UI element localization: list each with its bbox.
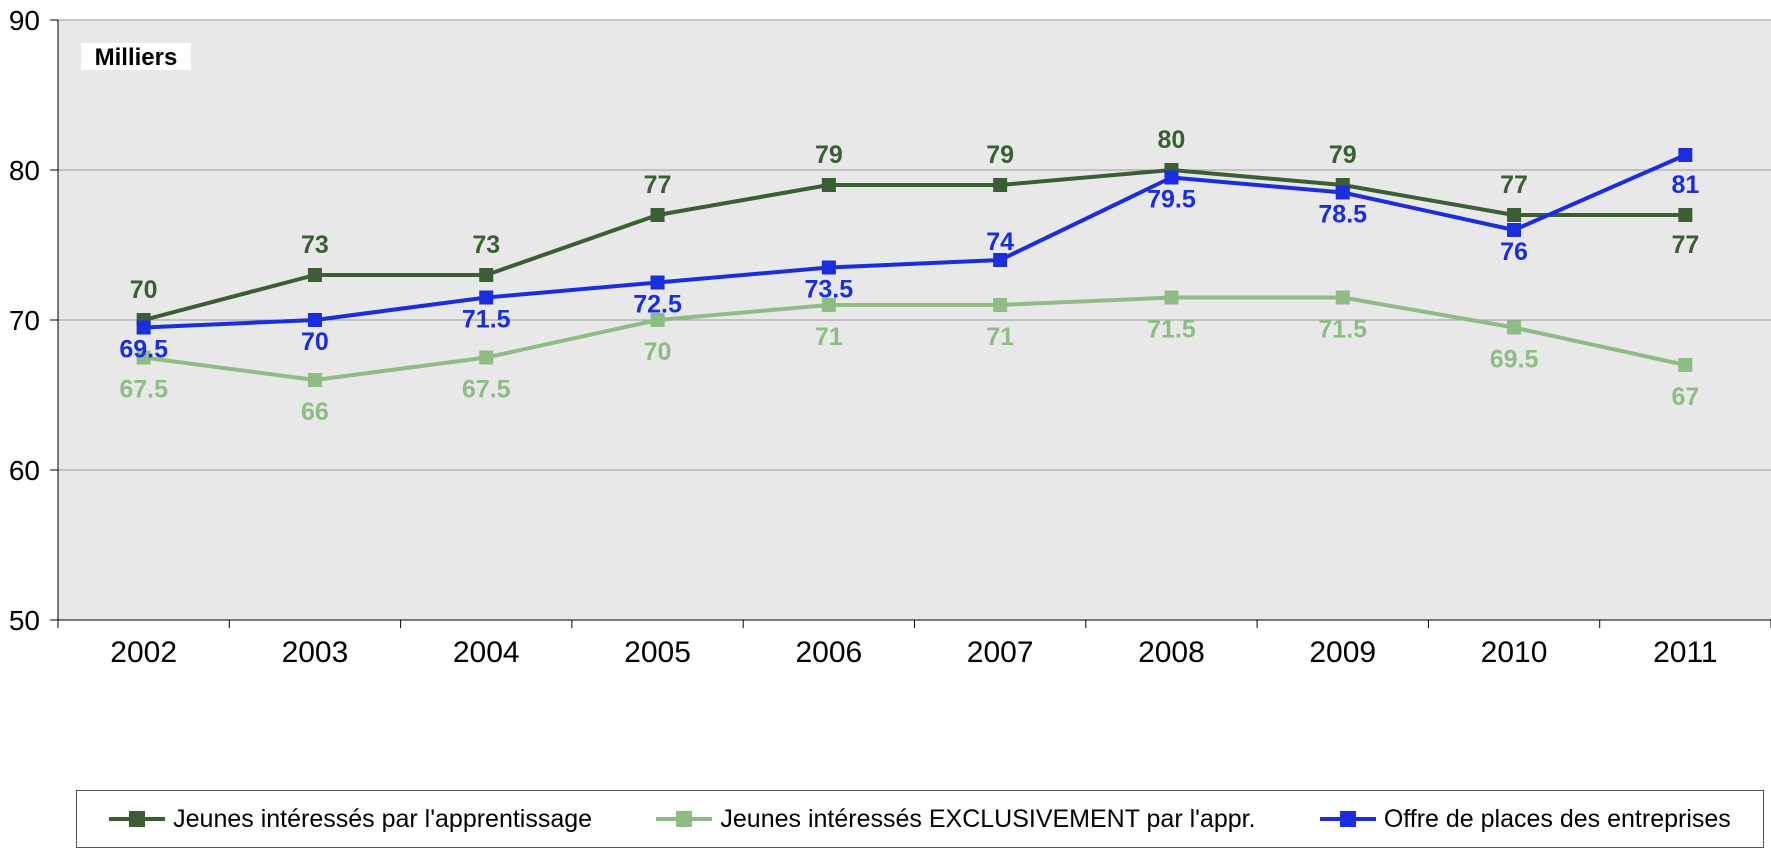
data-label: 79 [986, 141, 1014, 169]
units-label-box: Milliers [81, 43, 191, 71]
y-axis-ticks: 50 60 70 80 90 [9, 5, 58, 636]
data-label: 71 [815, 323, 843, 351]
y-tick-label: 60 [9, 455, 40, 486]
units-label: Milliers [95, 44, 178, 71]
data-point [993, 253, 1008, 267]
data-point [1335, 185, 1350, 200]
data-label: 67 [1671, 383, 1699, 411]
legend-label: Jeunes intéressés par l'apprentissage [173, 804, 593, 833]
legend-swatch-icon [1319, 809, 1376, 829]
y-tick-label: 80 [9, 155, 40, 186]
data-label: 67.5 [462, 376, 511, 404]
data-point [1335, 290, 1350, 305]
x-tick-label: 2006 [795, 636, 862, 669]
data-point [1164, 290, 1179, 305]
x-tick-label: 2011 [1653, 636, 1718, 669]
series-markers [136, 148, 1693, 387]
legend-label: Jeunes intéressés EXCLUSIVEMENT par l'ap… [720, 804, 1256, 833]
data-point [479, 290, 494, 305]
data-label: 74 [986, 228, 1014, 256]
x-tick-label: 2003 [282, 636, 349, 669]
data-label: 76 [1500, 238, 1528, 266]
data-label: 73 [472, 231, 500, 259]
x-axis-ticks: 2002 2003 2004 2005 2006 2007 2008 2009 2010 2011 [57, 620, 1771, 669]
data-label: 71 [986, 323, 1014, 351]
x-tick-label: 2010 [1481, 636, 1548, 669]
data-point [650, 275, 665, 290]
data-labels: 70 73 73 77 79 79 80 79 77 77 67.5 66 67.5 70 71 71 71.5… [119, 126, 1699, 426]
data-point [136, 350, 151, 365]
data-label: 70 [130, 276, 158, 304]
data-label: 78.5 [1318, 201, 1367, 229]
gridlines [58, 19, 1771, 471]
series-line [143, 168, 1686, 322]
data-point [136, 320, 151, 335]
data-label: 69.5 [119, 336, 168, 364]
data-point [1164, 170, 1179, 185]
data-point [821, 178, 836, 192]
legend-item: Jeunes intéressés par l'apprentissage [109, 805, 592, 834]
data-label: 81 [1671, 171, 1699, 199]
data-point [479, 268, 494, 282]
data-label: 71.5 [1147, 316, 1196, 344]
series-line [143, 153, 1687, 330]
x-tick-label: 2008 [1138, 636, 1205, 669]
data-label: 71.5 [1318, 316, 1367, 344]
data-point [1678, 358, 1693, 372]
data-point [821, 298, 836, 312]
y-tick-label: 90 [9, 5, 40, 36]
legend-item: Jeunes intéressés EXCLUSIVEMENT par l'ap… [656, 804, 1256, 834]
data-point [821, 260, 836, 275]
legend-label: Offre de places des entreprises [1383, 804, 1731, 833]
data-label: 73 [301, 231, 329, 259]
data-point [479, 350, 494, 365]
data-point [650, 208, 665, 222]
y-tick-label: 50 [9, 605, 40, 636]
data-label: 72.5 [633, 291, 682, 319]
data-label: 71.5 [462, 306, 511, 334]
data-point [993, 298, 1008, 312]
data-point [307, 373, 322, 387]
data-label: 66 [301, 398, 329, 426]
data-label: 77 [1500, 171, 1528, 199]
x-tick-label: 2002 [110, 636, 177, 669]
legend-item: Offre de places des entreprises [1319, 804, 1731, 834]
data-point [307, 268, 322, 282]
x-tick-label: 2007 [967, 636, 1034, 669]
legend-swatch-icon [109, 809, 166, 829]
data-label: 70 [301, 328, 329, 356]
x-tick-label: 2005 [624, 636, 691, 669]
series-lines [143, 153, 1687, 382]
data-label: 70 [644, 338, 672, 366]
y-tick-label: 70 [9, 305, 40, 336]
series-line [143, 295, 1686, 382]
data-label: 67.5 [119, 376, 168, 404]
data-label: 77 [644, 171, 672, 199]
data-point [650, 313, 665, 327]
data-label: 73.5 [805, 276, 854, 304]
data-label: 80 [1158, 126, 1186, 154]
data-label: 77 [1671, 231, 1699, 259]
data-label: 79 [1329, 141, 1357, 169]
data-label: 79 [815, 141, 843, 169]
data-point [1678, 148, 1693, 162]
data-point [1507, 208, 1522, 222]
data-point [1507, 223, 1522, 237]
data-point [993, 178, 1008, 192]
x-tick-label: 2009 [1309, 636, 1376, 669]
data-point [307, 313, 322, 327]
x-tick-label: 2004 [453, 636, 520, 669]
legend: Jeunes intéressés par l'apprentissage Jeu… [76, 790, 1764, 848]
data-label: 79.5 [1147, 186, 1196, 214]
data-label: 69.5 [1490, 346, 1539, 374]
data-point [1507, 320, 1522, 335]
data-point [1678, 208, 1693, 222]
legend-swatch-icon [656, 809, 713, 829]
